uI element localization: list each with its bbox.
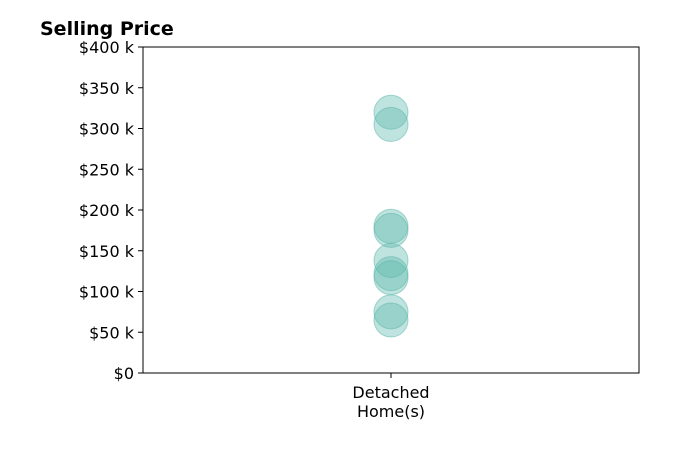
y-tick-label: $50 k: [89, 323, 135, 342]
y-tick-label: $250 k: [79, 160, 135, 179]
data-point: [373, 212, 409, 248]
y-tick-label: $0: [114, 364, 134, 383]
x-tick-label: Detached Home(s): [352, 383, 429, 421]
y-tick-label: $100 k: [79, 283, 135, 302]
data-point: [373, 302, 409, 338]
data-point: [373, 106, 409, 142]
y-tick-label: $350 k: [79, 79, 135, 98]
data-point: [373, 260, 409, 296]
y-tick-label: $300 k: [79, 120, 135, 139]
y-tick-label: $200 k: [79, 201, 135, 220]
data-points: [373, 94, 409, 338]
x-axis: Detached Home(s): [352, 373, 430, 421]
chart-title: Selling Price: [40, 18, 174, 40]
plot-area-frame: [142, 46, 640, 374]
y-tick-label: $400 k: [79, 38, 135, 57]
y-axis: $0 $50 k $100 k $150 k $200 k $250 k $300 k $35…: [79, 38, 143, 383]
data-point: [373, 294, 409, 330]
y-tick-label: $150 k: [79, 242, 135, 261]
data-point: [373, 94, 409, 130]
